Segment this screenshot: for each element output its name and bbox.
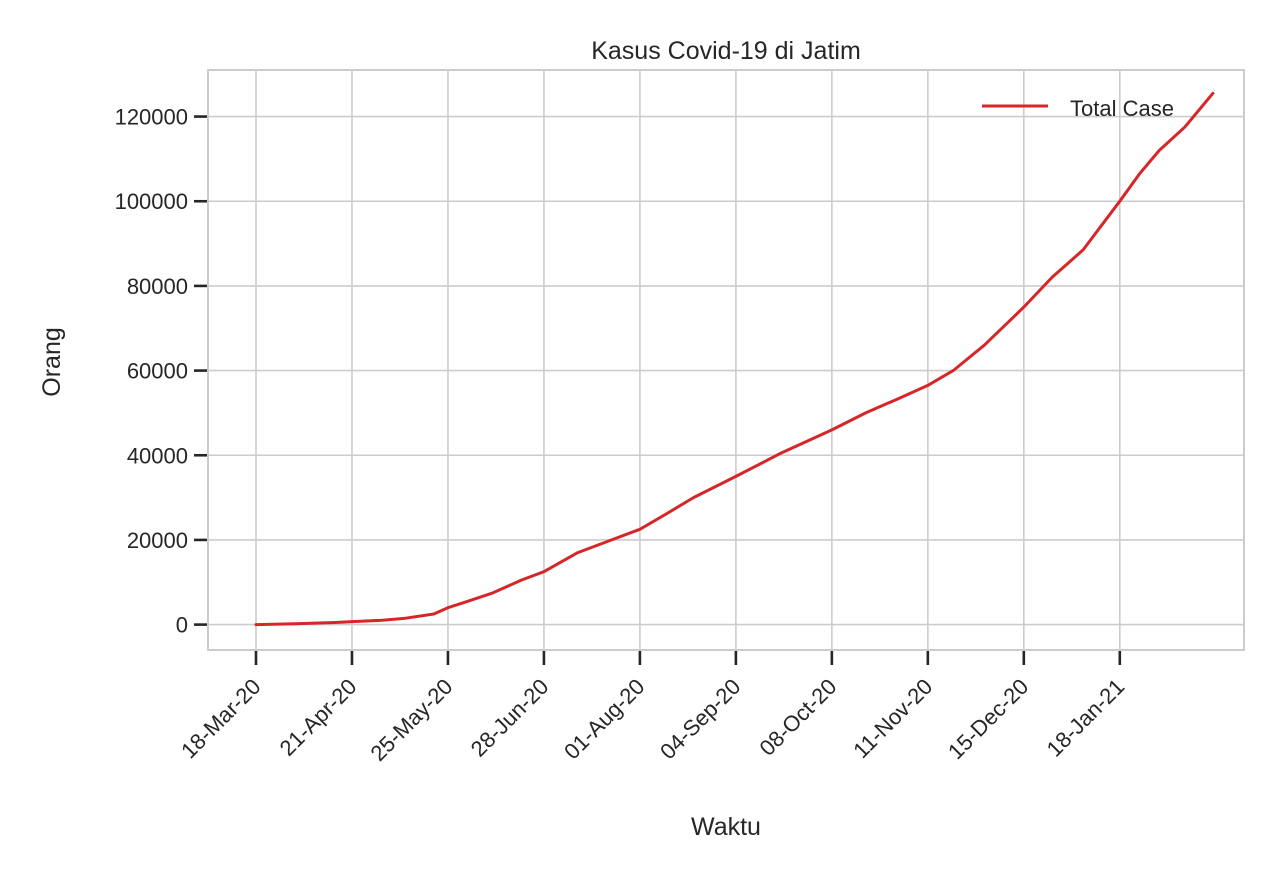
plot-frame	[207, 69, 1245, 651]
y-tick-label: 120000	[115, 105, 188, 130]
x-tick-label: 21-Apr-20	[275, 674, 362, 761]
legend-label-total-case: Total Case	[1070, 96, 1174, 121]
grid-lines	[208, 70, 1244, 650]
x-tick-label: 11-Nov-20	[848, 674, 937, 763]
y-tick-label: 80000	[127, 274, 188, 299]
series-line-total-case	[254, 91, 1215, 627]
x-tick-label: 01-Aug-20	[559, 674, 649, 764]
x-tick-label: 18-Jan-21	[1042, 674, 1130, 762]
y-tick-label: 60000	[127, 359, 188, 384]
legend: Total Case	[982, 96, 1174, 121]
series-lines	[254, 91, 1215, 627]
y-tick-label: 0	[176, 613, 188, 638]
y-tick-label: 40000	[127, 443, 188, 468]
x-tick-label: 25-May-20	[365, 674, 457, 766]
x-tick-label: 08-Oct-20	[755, 674, 842, 761]
y-tick-label: 100000	[115, 189, 188, 214]
x-tick-label: 28-Jun-20	[466, 674, 554, 762]
axis-ticks	[194, 115, 1122, 665]
chart-title: Kasus Covid-19 di Jatim	[591, 37, 861, 65]
x-tick-label: 18-Mar-20	[176, 674, 265, 763]
x-tick-labels: 18-Mar-20 21-Apr-20 25-May-20 28-Jun-20 01-A…	[176, 674, 1129, 766]
x-tick-label: 04-Sep-20	[655, 674, 745, 764]
y-axis-label: Orang	[38, 327, 66, 396]
x-tick-label: 15-Dec-20	[943, 674, 1033, 764]
y-tick-label: 20000	[127, 528, 188, 553]
y-tick-labels: 0 20000 40000 60000 80000 100000 120000	[115, 105, 188, 638]
x-axis-label: Waktu	[691, 813, 761, 841]
